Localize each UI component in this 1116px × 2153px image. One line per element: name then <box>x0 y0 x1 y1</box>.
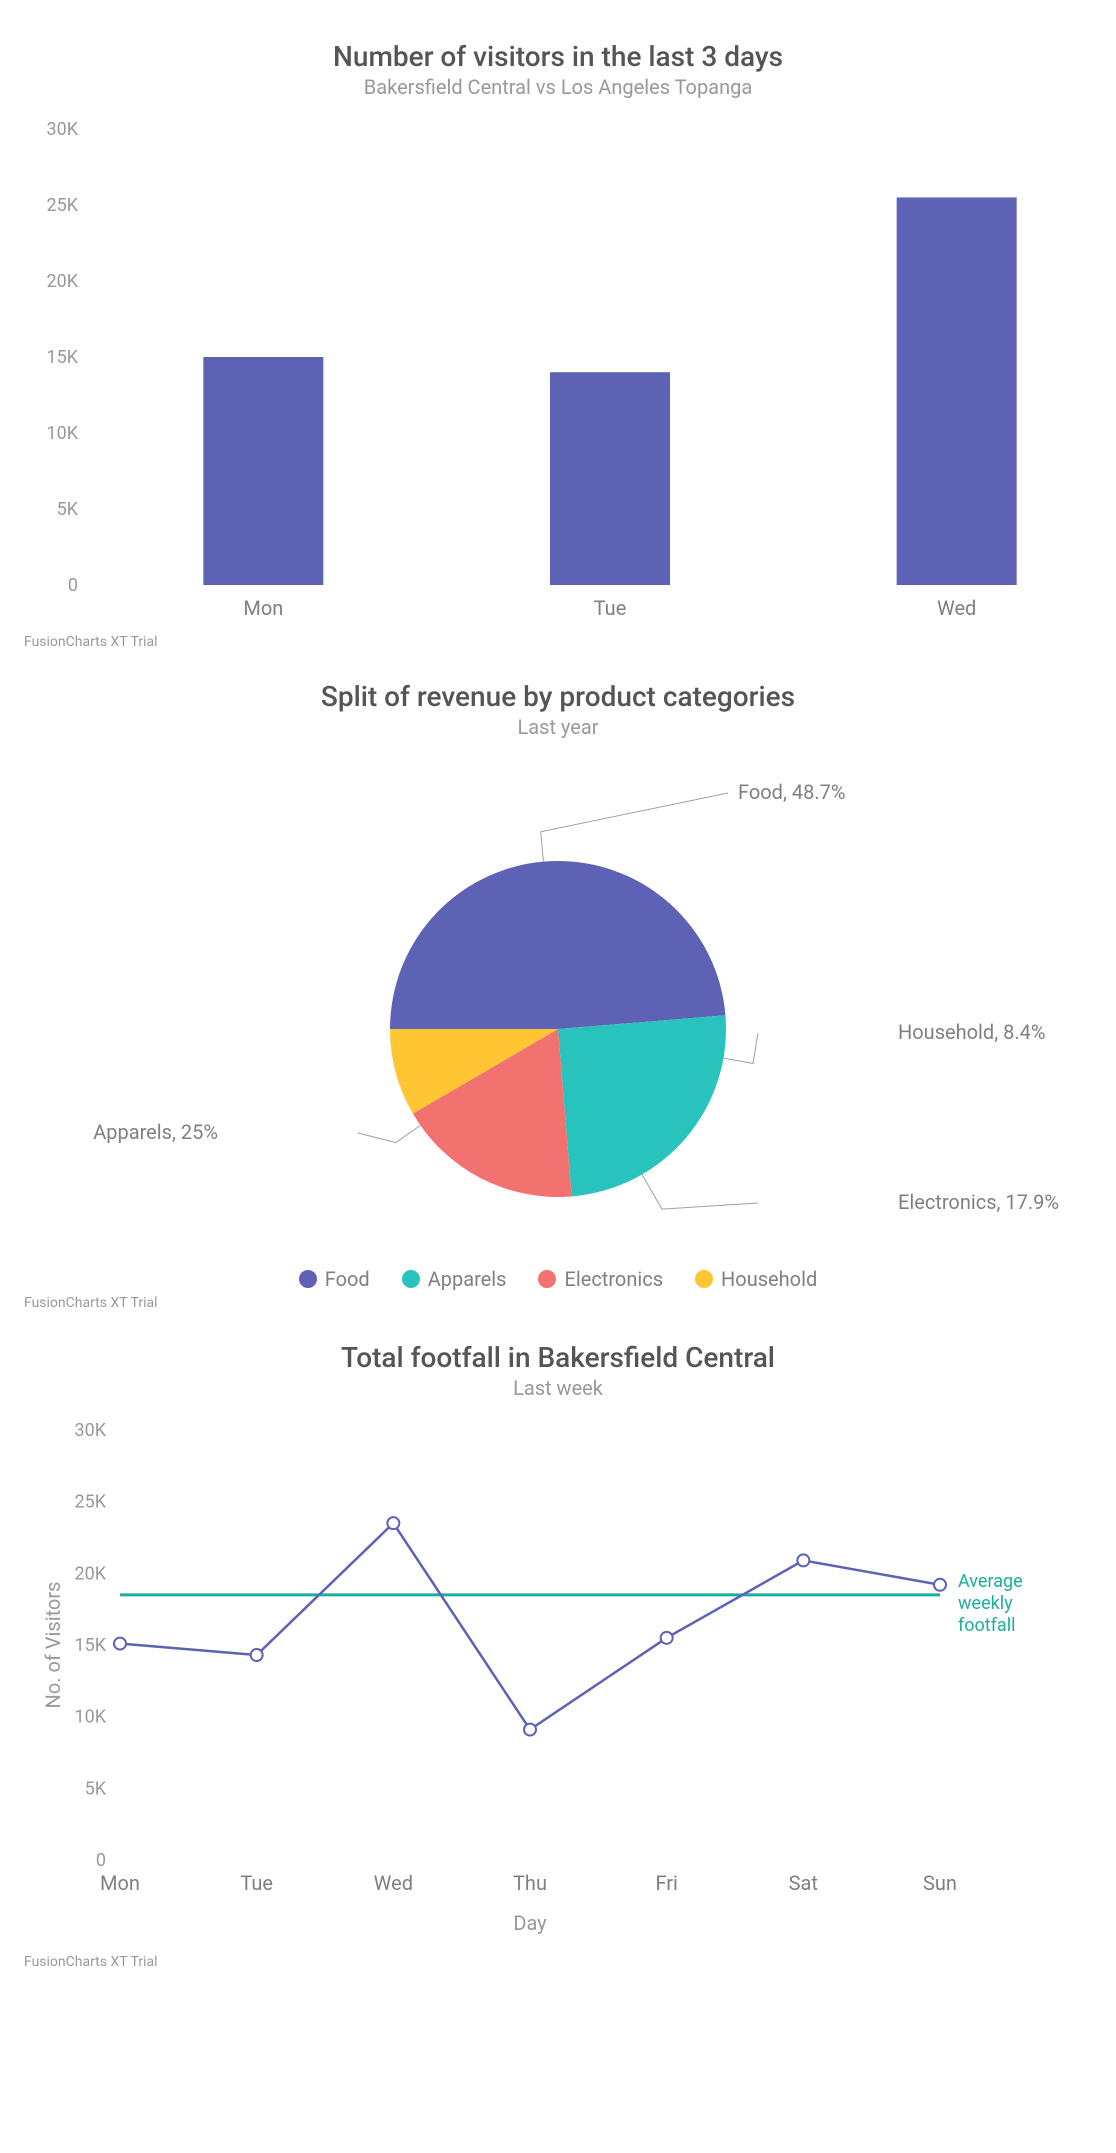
series-marker <box>661 1632 673 1644</box>
bar-chart-title: Number of visitors in the last 3 days <box>20 40 1096 73</box>
legend-label: Food <box>325 1267 370 1291</box>
bar <box>897 197 1017 585</box>
x-category-label: Wed <box>937 596 976 620</box>
y-tick-label: 0 <box>68 575 78 596</box>
visitors-bar-chart: Number of visitors in the last 3 days Ba… <box>20 40 1096 650</box>
pie-chart-subtitle: Last year <box>20 715 1096 739</box>
legend-item[interactable]: Food <box>299 1267 370 1291</box>
line-chart-subtitle: Last week <box>20 1376 1096 1400</box>
x-category-label: Mon <box>243 596 283 620</box>
legend-label: Household <box>721 1267 817 1291</box>
y-tick-label: 20K <box>46 271 78 292</box>
legend-label: Apparels <box>428 1267 507 1291</box>
pie-slice <box>390 861 725 1029</box>
pie-chart-legend: Food Apparels Electronics Household <box>20 1267 1096 1291</box>
legend-item[interactable]: Household <box>695 1267 817 1291</box>
trend-line-label: weekly <box>958 1593 1013 1614</box>
legend-label: Electronics <box>564 1267 663 1291</box>
y-tick-label: 20K <box>74 1563 106 1584</box>
y-tick-label: 5K <box>85 1778 107 1799</box>
pie-callout-line <box>723 1033 758 1063</box>
y-tick-label: 25K <box>74 1492 106 1513</box>
pie-callout-line <box>358 1125 420 1142</box>
y-tick-label: 5K <box>57 499 79 520</box>
line-chart-plot: 0 5K 10K 15K 20K 25K 30K No. of Visitors Average… <box>20 1410 1096 1950</box>
x-category-label: Tue <box>240 1871 273 1895</box>
x-category-label: Thu <box>513 1871 547 1895</box>
x-category-label: Wed <box>374 1871 413 1895</box>
legend-item[interactable]: Electronics <box>538 1267 663 1291</box>
bar <box>550 372 670 585</box>
pie-chart-title: Split of revenue by product categories <box>20 680 1096 713</box>
bar <box>203 357 323 585</box>
legend-swatch <box>695 1270 713 1288</box>
line-chart-title: Total footfall in Bakersfield Central <box>20 1341 1096 1374</box>
x-category-label: Sun <box>923 1871 957 1895</box>
y-tick-label: 15K <box>46 347 78 368</box>
x-category-label: Tue <box>594 596 627 620</box>
pie-callout-line <box>642 1174 758 1209</box>
pie-slice-label: Electronics, 17.9% <box>898 1190 1059 1214</box>
legend-swatch <box>299 1270 317 1288</box>
y-tick-label: 30K <box>74 1420 106 1441</box>
y-tick-label: 0 <box>96 1850 106 1871</box>
legend-swatch <box>402 1270 420 1288</box>
legend-item[interactable]: Apparels <box>402 1267 507 1291</box>
series-marker <box>387 1517 399 1529</box>
y-axis-title: No. of Visitors <box>41 1582 65 1709</box>
pie-chart-plot: Food, 48.7% Apparels, 25% Electronics, 17.… <box>20 749 1096 1249</box>
series-marker <box>934 1579 946 1591</box>
series-marker <box>797 1554 809 1566</box>
y-tick-label: 10K <box>46 423 78 444</box>
pie-callout-line <box>541 793 728 862</box>
x-category-label: Sat <box>789 1871 818 1895</box>
footfall-line-chart: Total footfall in Bakersfield Central La… <box>20 1341 1096 1970</box>
series-marker <box>524 1724 536 1736</box>
watermark: FusionCharts XT Trial <box>24 1954 1096 1970</box>
revenue-pie-chart: Split of revenue by product categories L… <box>20 680 1096 1311</box>
trend-line-label: Average <box>958 1571 1023 1592</box>
pie-slice-label: Apparels, 25% <box>93 1120 218 1144</box>
pie-slice-label: Food, 48.7% <box>738 780 845 804</box>
x-category-label: Fri <box>655 1871 677 1895</box>
y-tick-label: 25K <box>46 195 78 216</box>
series-marker <box>114 1638 126 1650</box>
bar-chart-subtitle: Bakersfield Central vs Los Angeles Topan… <box>20 75 1096 99</box>
y-tick-label: 15K <box>74 1635 106 1656</box>
watermark: FusionCharts XT Trial <box>24 1295 1096 1311</box>
y-tick-label: 30K <box>46 119 78 140</box>
y-tick-label: 10K <box>74 1707 106 1728</box>
trend-line-label: footfall <box>958 1615 1015 1636</box>
watermark: FusionCharts XT Trial <box>24 634 1096 650</box>
legend-swatch <box>538 1270 556 1288</box>
x-axis-title: Day <box>513 1911 547 1935</box>
x-category-label: Mon <box>100 1871 140 1895</box>
bar-chart-plot: 0 5K 10K 15K 20K 25K 30K Mon Tue Wed <box>20 109 1096 630</box>
pie-slice-label: Household, 8.4% <box>898 1020 1046 1044</box>
pie-slice <box>558 1015 726 1196</box>
series-marker <box>251 1649 263 1661</box>
series-line <box>120 1523 940 1729</box>
